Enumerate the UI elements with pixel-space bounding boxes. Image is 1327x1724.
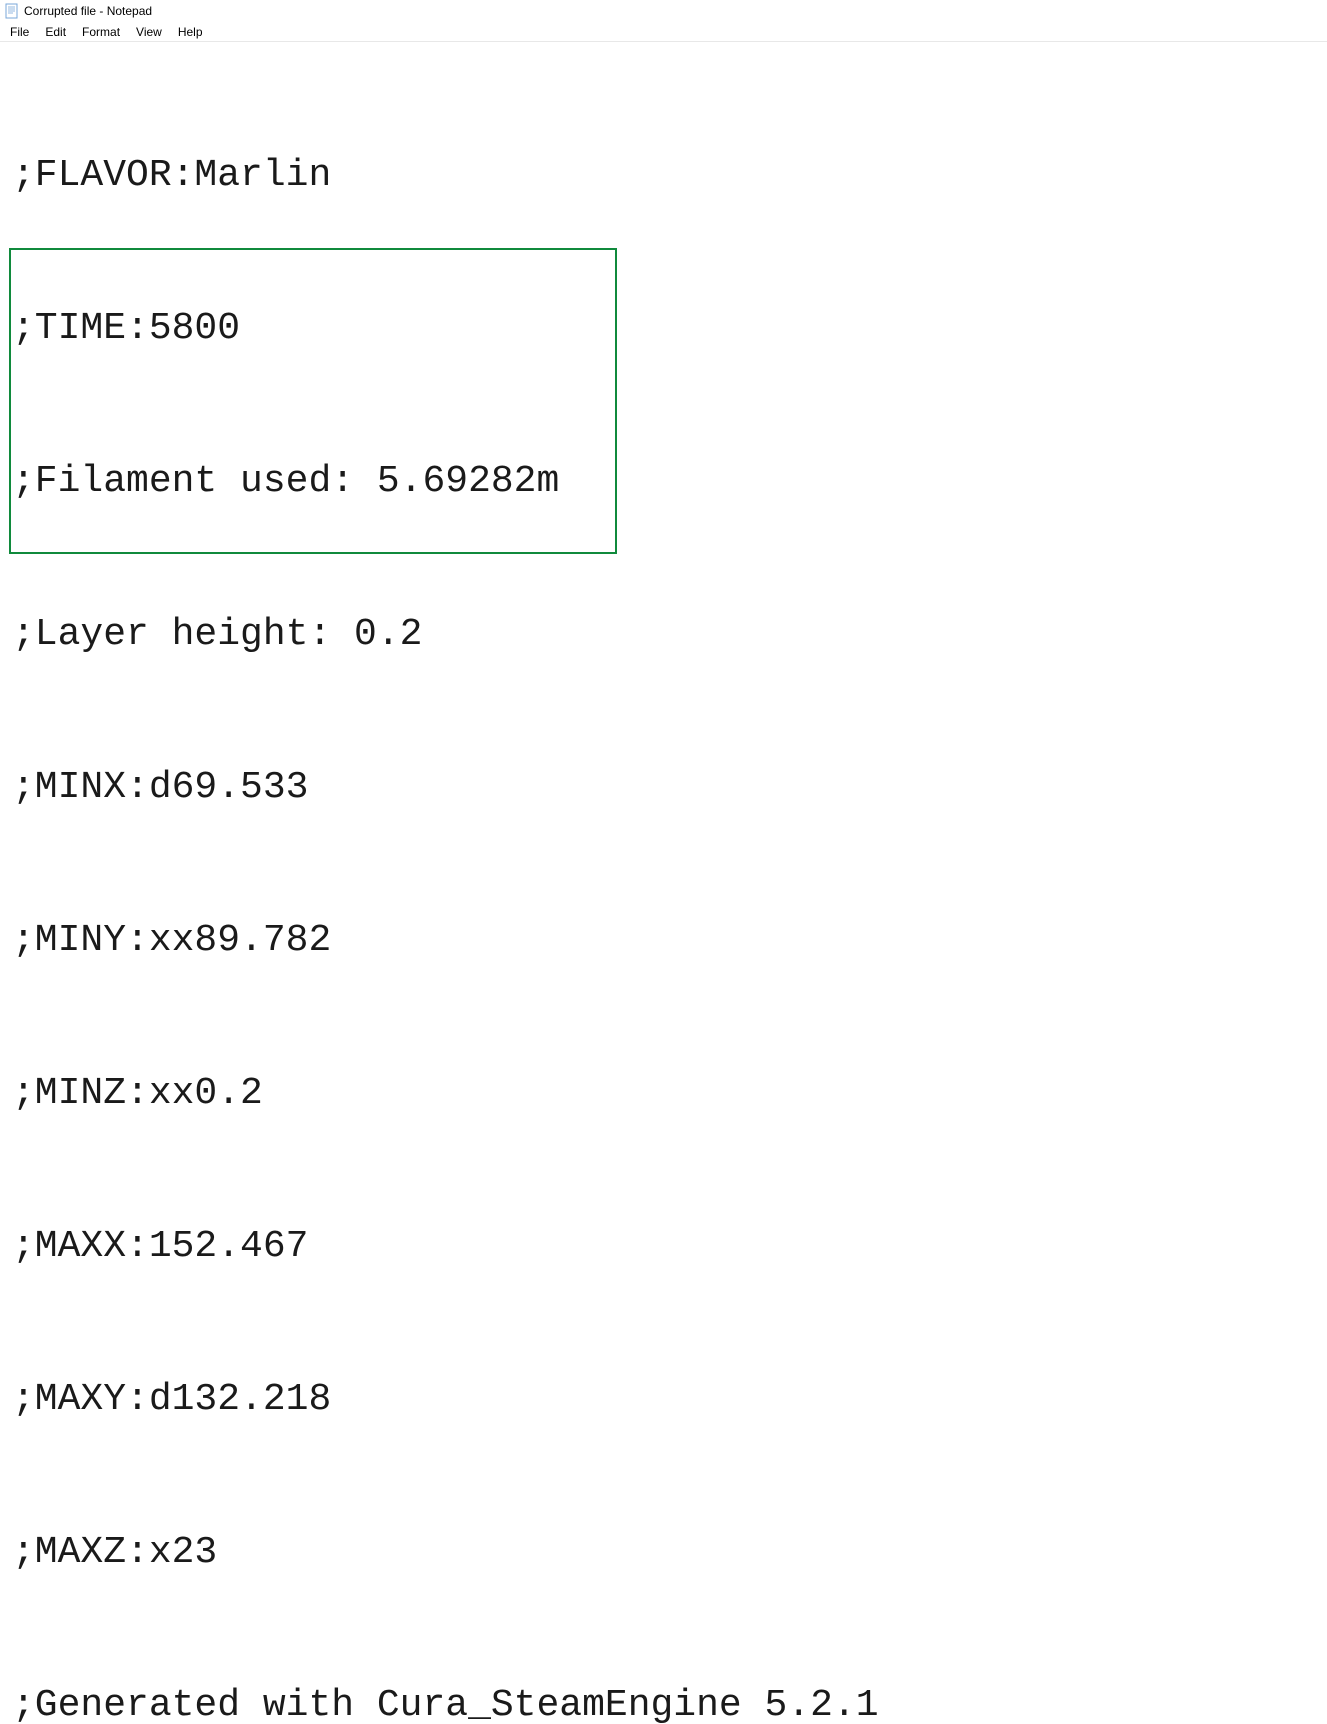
menu-help[interactable]: Help [170, 23, 211, 41]
text-line: ;MAXZ:x23 [12, 1527, 1315, 1578]
notepad-icon [4, 3, 20, 19]
text-line: ;MAXX:152.467 [12, 1221, 1315, 1272]
text-content-area[interactable]: ;FLAVOR:Marlin ;TIME:5800 ;Filament used… [0, 42, 1327, 1724]
text-line: ;TIME:5800 [12, 303, 1315, 354]
menu-edit[interactable]: Edit [37, 23, 74, 41]
text-line: ;MINY:xx89.782 [12, 915, 1315, 966]
menu-file[interactable]: File [2, 23, 37, 41]
text-line: ;MINX:d69.533 [12, 762, 1315, 813]
text-line: ;Generated with Cura_SteamEngine 5.2.1 [12, 1680, 1315, 1724]
text-line: ;Filament used: 5.69282m [12, 456, 1315, 507]
text-line: ;Layer height: 0.2 [12, 609, 1315, 660]
menubar: File Edit Format View Help [0, 22, 1327, 42]
menu-view[interactable]: View [128, 23, 170, 41]
window-title: Corrupted file - Notepad [24, 4, 152, 18]
text-line: ;MINZ:xx0.2 [12, 1068, 1315, 1119]
menu-format[interactable]: Format [74, 23, 128, 41]
text-line: ;MAXY:d132.218 [12, 1374, 1315, 1425]
text-line: ;FLAVOR:Marlin [12, 150, 1315, 201]
window-titlebar: Corrupted file - Notepad [0, 0, 1327, 22]
